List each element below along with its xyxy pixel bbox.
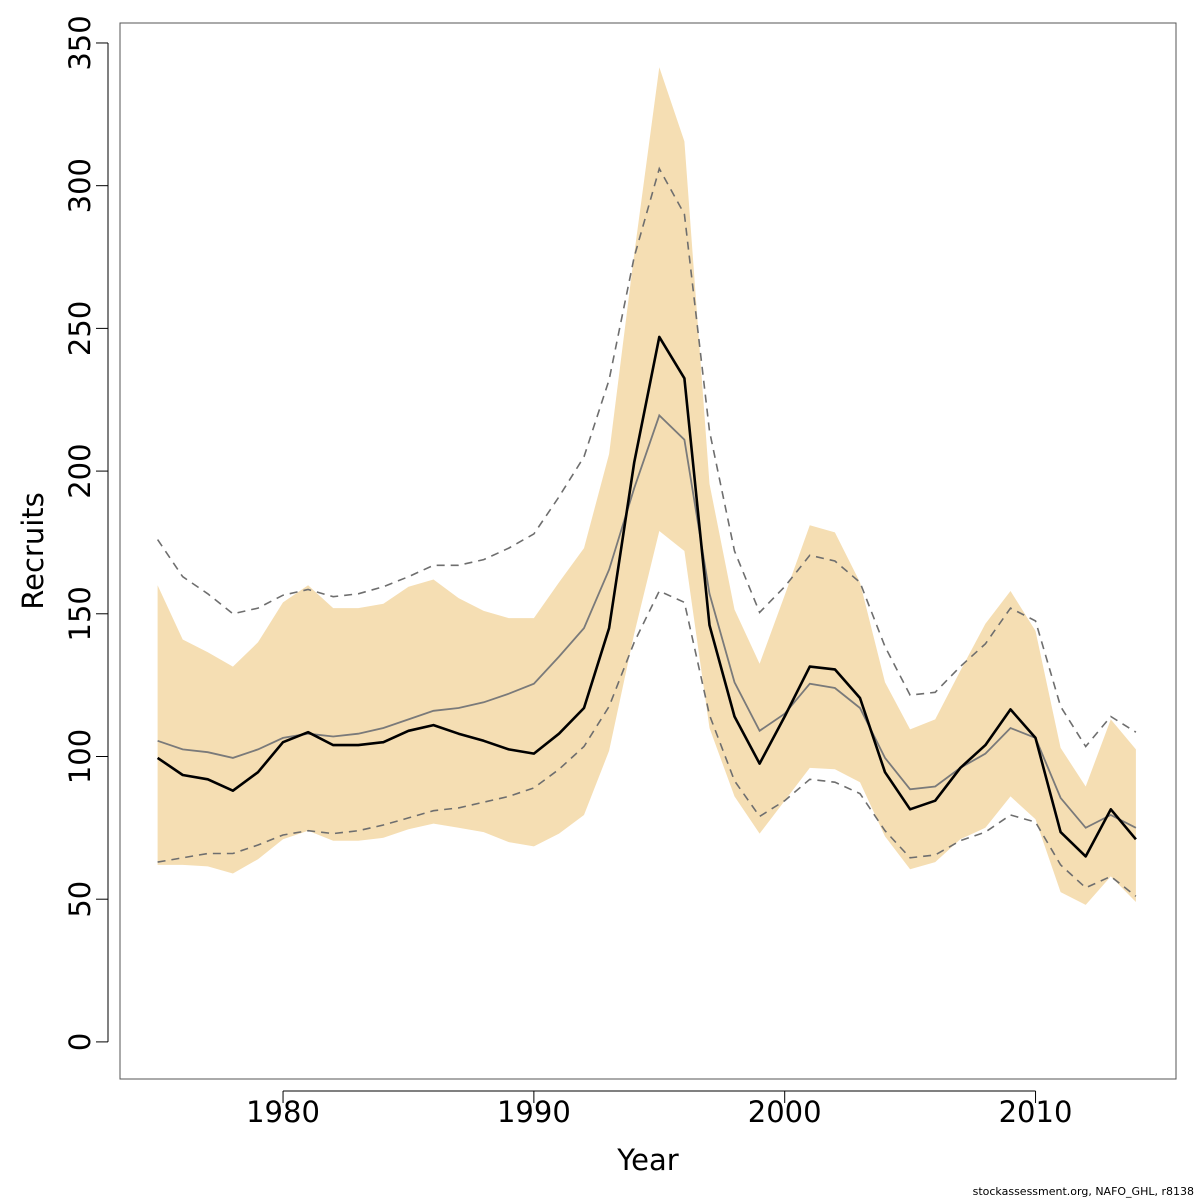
upper-dashed-line (156, 166, 1137, 748)
y-tick-label: 100 (63, 729, 97, 784)
y-tick-label: 0 (63, 1033, 97, 1051)
median-line (157, 413, 1137, 829)
x-tick-label: 2010 (999, 1095, 1073, 1129)
plot-frame (119, 22, 1177, 1080)
estimate-line (156, 335, 1137, 858)
y-tick-label: 50 (63, 881, 97, 918)
y-tick-label: 250 (63, 301, 97, 356)
y-tick-label: 150 (63, 586, 97, 641)
source-footer: stockassessment.org, NAFO_GHL, r8138 (972, 1185, 1194, 1198)
axis-layer: 0 50 100 150 200 250 300 350 1980 1990 2000 2010 (63, 15, 1072, 1129)
x-axis-title: Year (616, 1143, 678, 1177)
confidence-band (157, 67, 1136, 905)
y-tick-label: 350 (63, 15, 97, 70)
x-tick-label: 1980 (246, 1095, 320, 1129)
y-tick-label: 300 (63, 158, 97, 213)
x-tick-label: 2000 (748, 1095, 822, 1129)
y-tick-label: 200 (63, 443, 97, 498)
x-tick-label: 1990 (497, 1095, 571, 1129)
plot-layer (156, 67, 1137, 905)
y-axis-title: Recruits (16, 492, 50, 609)
